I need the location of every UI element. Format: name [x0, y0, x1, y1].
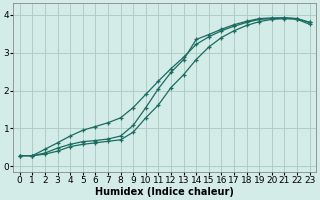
X-axis label: Humidex (Indice chaleur): Humidex (Indice chaleur): [95, 187, 234, 197]
